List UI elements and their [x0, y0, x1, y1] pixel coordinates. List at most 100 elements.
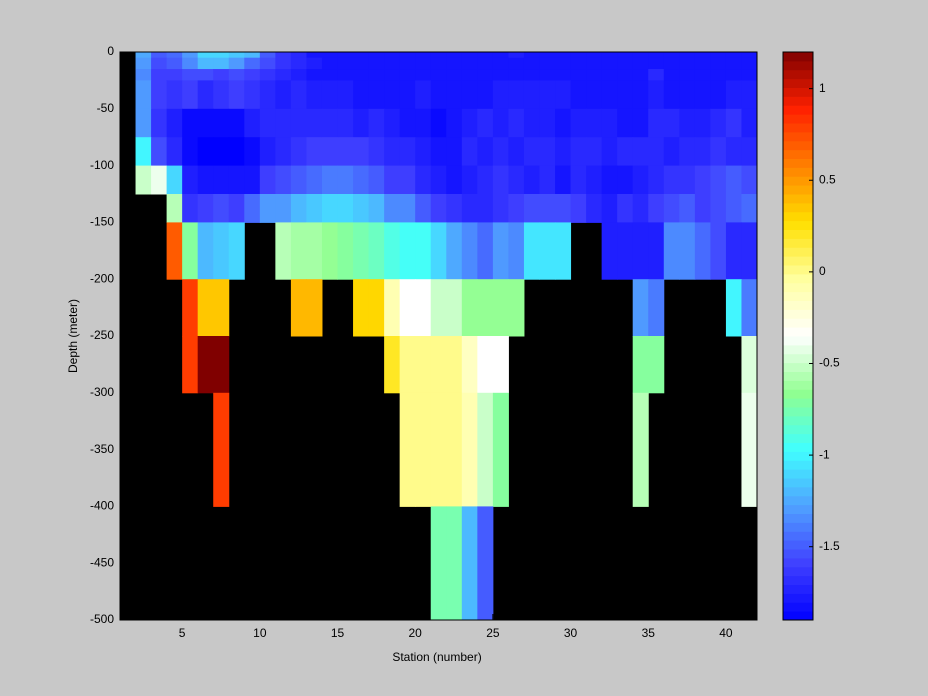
heatmap-cell: [710, 137, 727, 167]
heatmap-cell: [399, 194, 416, 223]
heatmap-cell: [461, 222, 478, 280]
colorbar-step: [783, 522, 813, 532]
heatmap-cell: [710, 57, 727, 70]
heatmap-cell: [601, 222, 618, 280]
heatmap-cell: [679, 194, 696, 223]
colorbar-step: [783, 247, 813, 257]
heatmap-cell: [166, 222, 183, 280]
y-axis-label: Depth (meter): [66, 299, 80, 373]
heatmap-cell: [213, 108, 230, 138]
heatmap-cell: [368, 69, 385, 81]
heatmap-cell: [539, 137, 556, 167]
heatmap-cell: [415, 392, 432, 507]
colorbar-step: [783, 185, 813, 195]
heatmap-cell: [197, 57, 214, 70]
heatmap-cell: [399, 57, 416, 70]
heatmap-cell: [259, 165, 276, 195]
heatmap-cell: [306, 108, 323, 138]
heatmap-cell: [306, 57, 323, 70]
y-tick-label: -100: [90, 158, 114, 172]
heatmap-cell: [725, 137, 742, 167]
heatmap-cell: [477, 222, 494, 280]
heatmap-cell: [290, 69, 307, 81]
heatmap-cell: [399, 137, 416, 167]
heatmap-cell: [182, 165, 199, 195]
heatmap-cell: [477, 108, 494, 138]
heatmap-cell: [539, 52, 556, 59]
heatmap-cell: [523, 165, 540, 195]
heatmap-cell: [710, 108, 727, 138]
heatmap-cell: [368, 222, 385, 280]
heatmap-cell: [617, 57, 634, 70]
heatmap-cell: [679, 80, 696, 110]
colorbar-step: [783, 442, 813, 452]
heatmap-cell: [570, 165, 587, 195]
heatmap-cell: [694, 194, 711, 223]
colorbar-step: [783, 291, 813, 301]
colorbar-step: [783, 451, 813, 461]
heatmap-cell: [555, 80, 572, 110]
heatmap-cell: [617, 69, 634, 81]
heatmap-cell: [228, 52, 245, 59]
heatmap-cell: [539, 69, 556, 81]
y-tick-label: -50: [97, 101, 115, 115]
heatmap-cell: [477, 69, 494, 81]
colorbar-step: [783, 167, 813, 177]
heatmap-cell: [197, 80, 214, 110]
heatmap-cell: [632, 80, 649, 110]
colorbar-step: [783, 282, 813, 293]
heatmap-cell: [290, 222, 307, 280]
colorbar-step: [783, 96, 813, 106]
heatmap-cell: [306, 165, 323, 195]
heatmap-cell: [679, 57, 696, 70]
heatmap-cell: [508, 165, 525, 195]
colorbar-step: [783, 362, 813, 372]
heatmap-cell: [135, 57, 152, 70]
heatmap-cell: [182, 137, 199, 167]
heatmap-cell: [228, 137, 245, 167]
colorbar-step: [783, 273, 813, 284]
heatmap-cell: [368, 108, 385, 138]
heatmap-cell: [135, 137, 152, 167]
heatmap-cell: [197, 165, 214, 195]
heatmap-cell: [523, 194, 540, 223]
heatmap-cell: [555, 57, 572, 70]
heatmap-cell: [446, 392, 463, 507]
x-tick-label: 5: [179, 626, 186, 640]
heatmap-cell: [275, 108, 292, 138]
heatmap-cell: [384, 194, 401, 223]
heatmap-cell: [446, 194, 463, 223]
heatmap-cell: [648, 57, 665, 70]
heatmap-cell: [290, 279, 307, 337]
heatmap-cell: [430, 506, 447, 621]
heatmap-cell: [694, 165, 711, 195]
heatmap-cell: [290, 52, 307, 59]
heatmap-cell: [384, 336, 401, 394]
heatmap-cell: [663, 80, 680, 110]
colorbar-step: [783, 318, 813, 328]
heatmap-cell: [275, 52, 292, 59]
heatmap-cell: [586, 57, 603, 70]
colorbar-step: [783, 265, 813, 275]
heatmap-cell: [508, 69, 525, 81]
heatmap-cell: [213, 80, 230, 110]
colorbar-step: [783, 336, 813, 346]
colorbar-tick-label: -1.5: [819, 539, 840, 553]
heatmap-cell: [508, 194, 525, 223]
heatmap-cell: [353, 69, 370, 81]
heatmap-cell: [492, 392, 509, 507]
heatmap-cell: [725, 52, 742, 59]
heatmap-cell: [694, 80, 711, 110]
heatmap-cell: [461, 52, 478, 59]
heatmap-cell: [725, 80, 742, 110]
heatmap-cell: [151, 52, 168, 59]
heatmap-cell: [679, 222, 696, 280]
x-tick-label: 20: [409, 626, 423, 640]
heatmap-cell: [430, 279, 447, 337]
heatmap-cell: [182, 222, 199, 280]
x-tick-label: 15: [331, 626, 345, 640]
heatmap-cell: [166, 165, 183, 195]
colorbar-step: [783, 407, 813, 417]
heatmap-cell: [446, 52, 463, 59]
x-tick-label: 35: [642, 626, 656, 640]
